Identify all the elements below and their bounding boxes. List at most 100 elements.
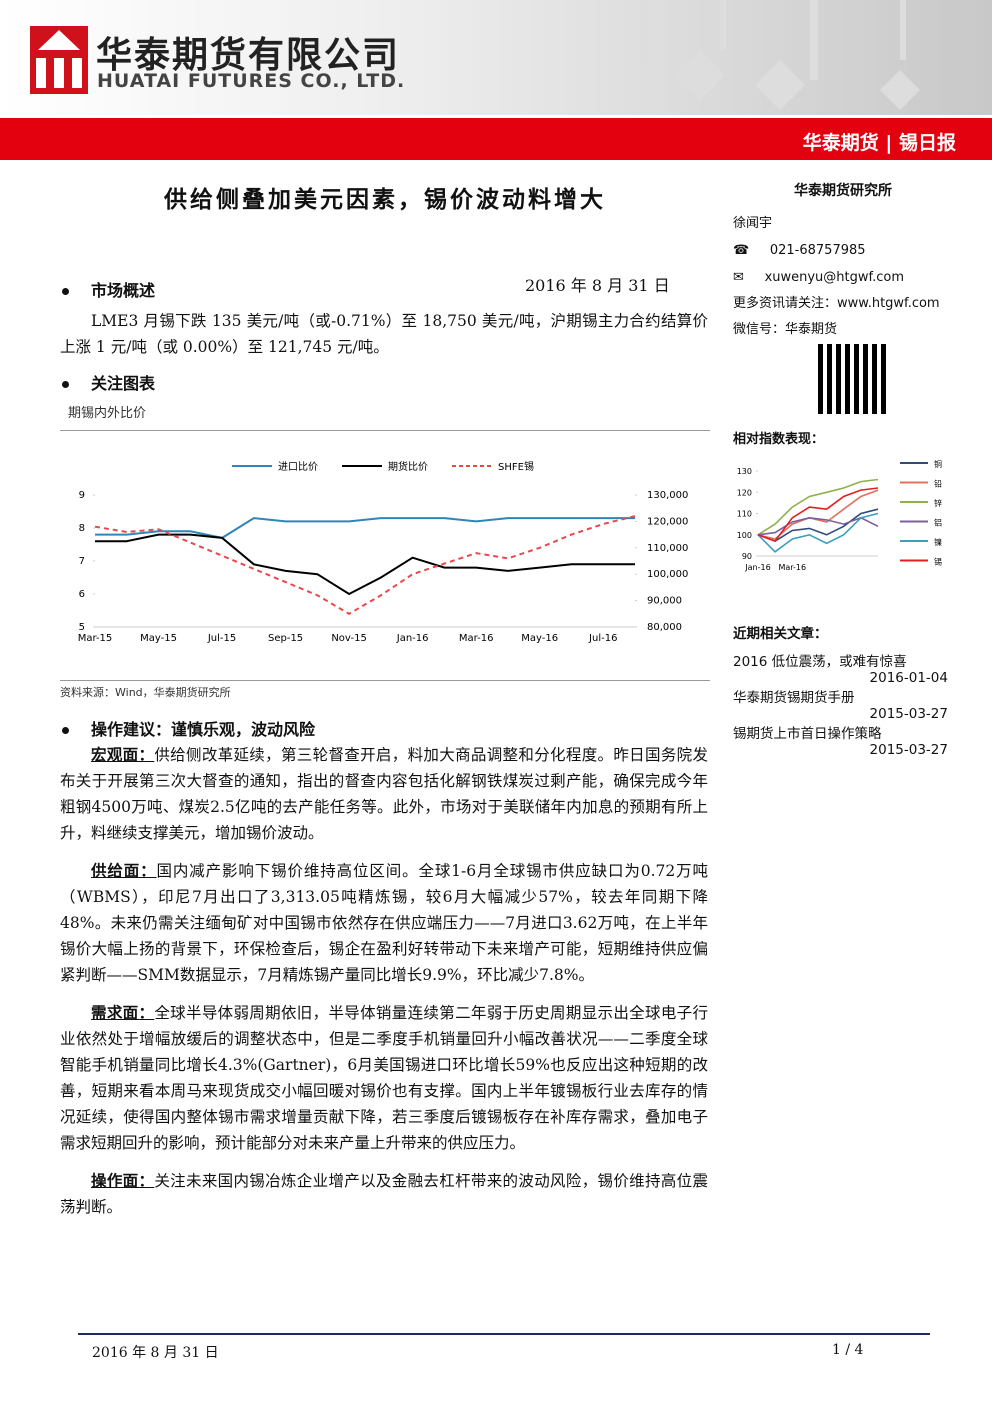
y-tick-label: 90 <box>742 552 752 561</box>
y2-tick-label: 100,000 <box>647 569 688 580</box>
chart: 5 6 7 8 9 80,000 90,000 100,000 110,000 120,000 13… <box>78 460 689 644</box>
y-tick-label: 5 <box>79 622 85 633</box>
legend-label: SHFE锡 <box>498 460 534 473</box>
article-title: 2016 低位震荡，或难有惊喜 <box>733 654 907 670</box>
series-line <box>757 512 879 553</box>
legend-label: 铜 <box>934 460 942 469</box>
paragraph: 宏观面：供给侧改革延续，第三轮督查开启，料加大商品调整和分化程度。昨日国务院发布… <box>60 742 708 846</box>
x-tick-label: Mar-16 <box>459 633 494 644</box>
article-title: 锡期货上市首日操作策略 <box>733 726 882 742</box>
legend-label: 锡 <box>934 558 942 567</box>
qr-code <box>818 344 888 414</box>
analyst: 徐闻宇 <box>733 216 773 231</box>
articles-heading: 近期相关文章： <box>733 626 828 642</box>
logo <box>30 26 88 94</box>
x-tick-label: Jan-16 <box>744 563 770 572</box>
email: xuwenyu@htgwf.com <box>764 270 905 285</box>
footer-rule <box>78 1333 930 1335</box>
report-title: 供给侧叠加美元因素，锡价波动料增大 <box>164 186 606 213</box>
para-label: 宏观面： <box>91 745 155 764</box>
footer-date: 2016 年 8 月 31 日 <box>92 1345 219 1361</box>
series-line <box>94 515 636 615</box>
x-tick-label: May-15 <box>140 633 177 644</box>
rule <box>60 430 710 431</box>
y-tick-label: 110 <box>737 510 752 519</box>
org: 华泰期货研究所 <box>794 183 892 199</box>
rule <box>60 680 710 681</box>
page-number: 1 / 4 <box>832 1342 864 1358</box>
paragraph: 供给面：国内减产影响下锡价维持高位区间。全球1-6月全球锡市供应缺口为0.72万… <box>60 858 708 988</box>
x-tick-label: Mar-15 <box>78 633 113 644</box>
body: 宏观面：供给侧改革延续，第三轮督查开启，料加大商品调整和分化程度。昨日国务院发布… <box>60 742 710 1220</box>
y2-tick-label: 110,000 <box>647 543 688 554</box>
company-cn: 华泰期货有限公司 <box>96 35 401 76</box>
wechat: 微信号：华泰期货 <box>733 322 838 337</box>
para-text: 供给侧改革延续，第三轮督查开启，料加大商品调整和分化程度。昨日国务院发布关于开展… <box>60 746 708 842</box>
sidebar: 华泰期货研究所 徐闻宇 ☎ 021-68757985 ✉ xuwenyu@htg… <box>733 180 953 454</box>
y-tick-label: 100 <box>737 531 752 540</box>
paragraph: LME3 月锡下跌 135 美元/吨（或-0.71%）至 18,750 美元/吨… <box>60 312 708 356</box>
email-row: ✉ xuwenyu@htgwf.com <box>733 270 905 285</box>
y2-tick-label: 120,000 <box>647 516 688 527</box>
article-date: 2015-03-27 <box>869 706 948 722</box>
legend-label: 铅 <box>934 479 942 489</box>
para-label: 需求面： <box>91 1003 155 1022</box>
paragraph: 操作面：关注未来国内锡冶炼企业增产以及金融去杠杆带来的波动风险，锡价维持高位震荡… <box>60 1168 708 1220</box>
y-tick-label: 120 <box>737 488 752 497</box>
article-date: 2015-03-27 <box>869 742 948 758</box>
series-line <box>95 533 635 596</box>
header-decoration <box>640 0 920 110</box>
para-text: 关注未来国内锡冶炼企业增产以及金融去杠杆带来的波动风险，锡价维持高位震荡判断。 <box>60 1172 708 1216</box>
articles: 近期相关文章： 2016 低位震荡，或难有惊喜 2016-01-04 华泰期货锡… <box>733 622 953 758</box>
section-heading: 操作建议：谨慎乐观，波动风险 <box>62 716 315 740</box>
para-text: 国内减产影响下锡价维持高位区间。全球1-6月全球锡市供应缺口为0.72万吨（WB… <box>60 862 708 984</box>
x-tick-label: Jul-16 <box>588 633 617 644</box>
legend-label: 期货比价 <box>388 460 428 473</box>
chart-title: 期锡内外比价 <box>68 406 147 421</box>
source: 资料来源：Wind，华泰期货研究所 <box>60 686 231 699</box>
tag: 华泰期货 <box>802 132 879 154</box>
section-heading: 市场概述 <box>62 277 155 301</box>
y-tick-label: 9 <box>79 490 85 501</box>
article-date: 2016-01-04 <box>869 670 948 686</box>
more: 更多资讯请关注：www.htgwf.com <box>733 296 940 311</box>
y-tick-label: 7 <box>79 556 85 567</box>
x-tick-label: May-16 <box>521 633 558 644</box>
x-tick-label: Mar-16 <box>778 563 806 572</box>
legend-label: 进口比价 <box>278 461 318 473</box>
legend-label: 镍 <box>934 537 942 547</box>
paragraph: 需求面：全球半导体弱周期依旧，半导体销量连续第二年弱于历史周期显示出全球电子行业… <box>60 1000 708 1156</box>
y2-tick-label: 80,000 <box>647 622 682 633</box>
series-line <box>757 478 879 536</box>
phone-row: ☎ 021-68757985 <box>733 243 866 258</box>
chart-title: 相对指数表现： <box>733 432 825 447</box>
para-label: 操作面： <box>91 1171 155 1190</box>
series-line <box>95 517 635 539</box>
para-label: 供给面： <box>91 861 157 880</box>
x-tick-label: Nov-15 <box>331 633 367 644</box>
report-name: 锡日报 <box>898 132 956 154</box>
y-tick-label: 130 <box>737 467 752 476</box>
company-en: HUATAI FUTURES CO., LTD. <box>97 70 406 92</box>
x-tick-label: Jan-16 <box>396 633 429 644</box>
report-tag: 华泰期货 | 锡日报 <box>802 132 956 154</box>
series-line <box>757 508 879 542</box>
x-tick-label: Jul-15 <box>207 633 236 644</box>
series-line <box>757 487 879 543</box>
y2-tick-label: 90,000 <box>647 596 682 607</box>
para-text: 全球半导体弱周期依旧，半导体销量连续第二年弱于历史周期显示出全球电子行业依然处于… <box>60 1004 708 1152</box>
x-tick-label: Sep-15 <box>268 633 303 644</box>
phone: 021-68757985 <box>769 243 866 258</box>
header-band <box>0 0 992 115</box>
y-tick-label: 8 <box>79 523 85 534</box>
y-tick-label: 6 <box>79 589 85 600</box>
y2-tick-label: 130,000 <box>647 490 688 501</box>
legend-label: 锌 <box>934 498 942 508</box>
legend-label: 铝 <box>934 518 942 528</box>
series-line <box>757 516 879 536</box>
red-bar <box>0 118 992 160</box>
article-title: 华泰期货锡期货手册 <box>733 690 855 706</box>
report-date: 2016 年 8 月 31 日 <box>525 276 670 295</box>
